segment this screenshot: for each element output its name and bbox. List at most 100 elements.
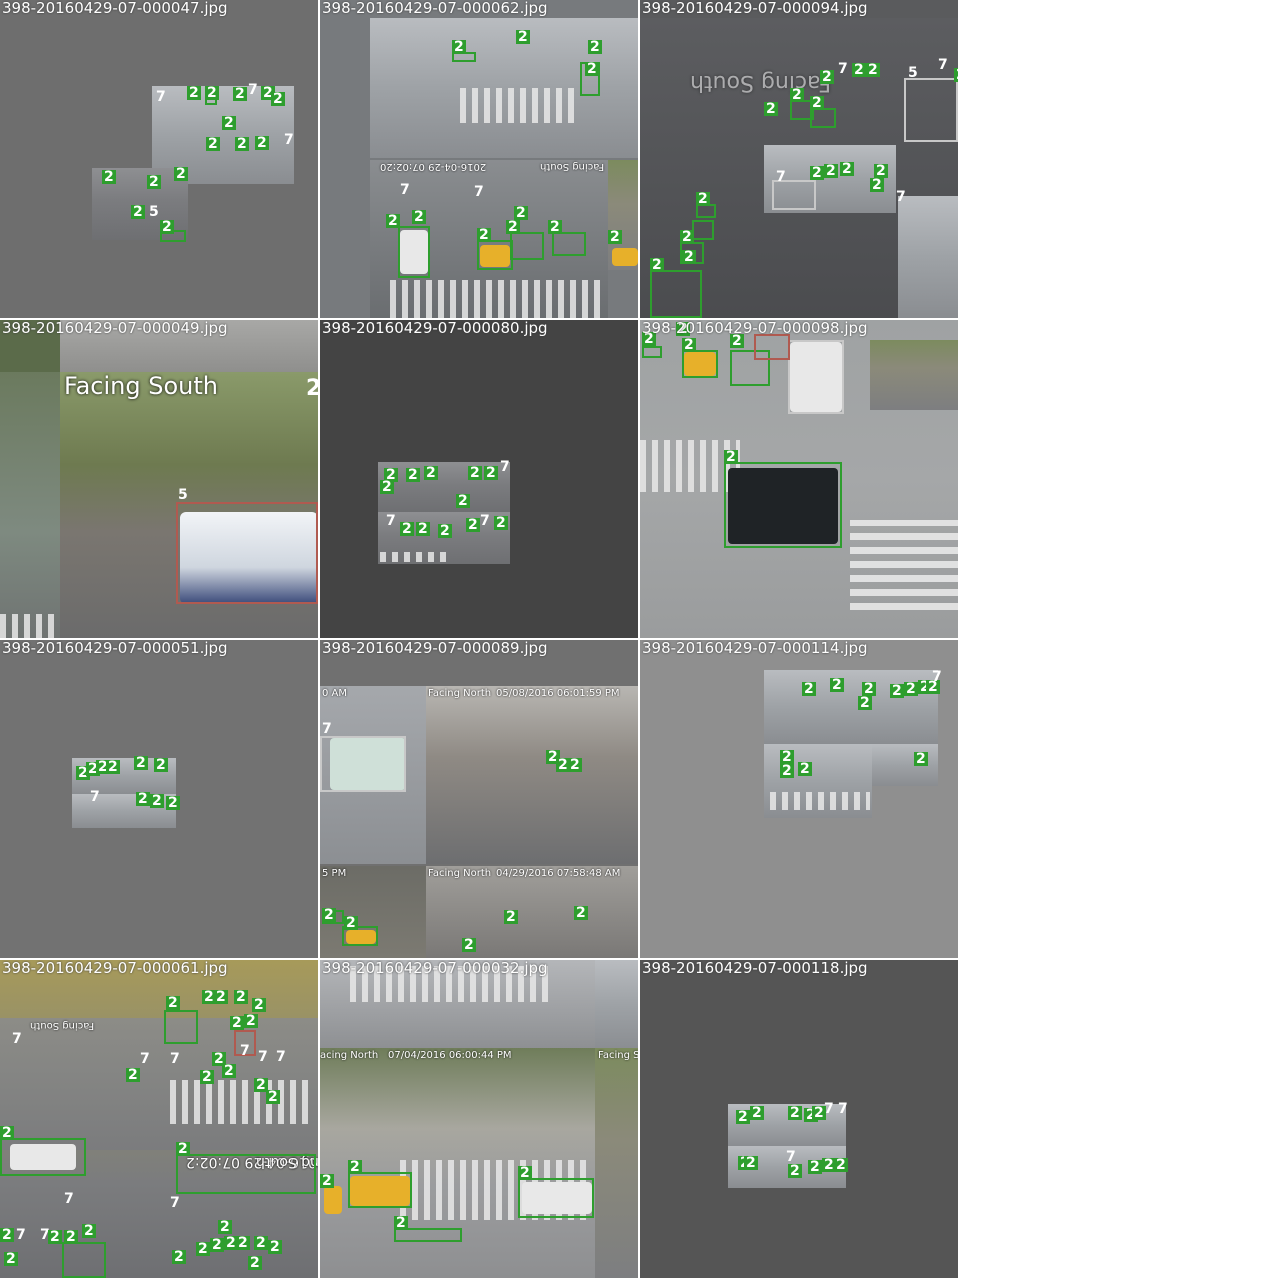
class-label: 2 — [412, 209, 426, 225]
taxi — [612, 248, 638, 266]
class-label: 2 — [322, 907, 336, 923]
camera-heading: Facing North — [428, 868, 492, 879]
crosswalk — [390, 280, 600, 318]
class-label: 7 — [824, 1101, 834, 1117]
class-label: 7 — [896, 189, 906, 205]
class-label: 2 — [236, 1235, 250, 1251]
image-tile[interactable]: 2 2 2 2 2 398-20160429-07-000098.jpg — [640, 320, 958, 638]
class-label: 2 — [650, 257, 664, 273]
tile-filename: 398-20160429-07-000032.jpg — [322, 960, 548, 977]
camera-heading: Facing South — [64, 372, 218, 400]
car — [10, 1144, 76, 1170]
class-label: 2 — [822, 1157, 836, 1173]
class-label: 2 — [890, 683, 904, 699]
crosswalk — [380, 552, 450, 562]
class-label: 2 — [556, 757, 570, 773]
detection-box — [904, 78, 958, 142]
class-label: 2 — [344, 915, 358, 931]
class-label: 2 — [306, 376, 318, 401]
image-tile[interactable]: Facing South 5 7 2 2 7 2 2 2 2 2 7 2 2 2… — [640, 0, 958, 318]
street-scene — [595, 960, 638, 1050]
image-tile[interactable]: 0 AM Facing North 05/08/2016 06:01:59 PM… — [320, 640, 638, 958]
class-label: 2 — [136, 791, 150, 807]
image-tile[interactable]: 2016-04-29 07:02:20 Facing South 2 2 2 2… — [320, 0, 638, 318]
image-tile[interactable]: acing North 07/04/2016 06:00:44 PM Facin… — [320, 960, 638, 1278]
class-label: 2 — [102, 169, 116, 185]
class-label: 2 — [824, 163, 838, 179]
class-label: 2 — [504, 909, 518, 925]
class-label: 2 — [214, 989, 228, 1005]
crosswalk — [350, 966, 550, 1002]
class-label: 2 — [870, 177, 884, 193]
class-label: 2 — [4, 1251, 18, 1267]
class-label: 2 — [588, 39, 602, 55]
class-label: 7 — [322, 721, 332, 737]
class-label: 2 — [750, 1105, 764, 1121]
class-label: 2 — [788, 1105, 802, 1121]
detection-box — [730, 350, 770, 386]
class-label: 2 — [320, 1173, 334, 1189]
class-label: 7 — [474, 184, 484, 200]
class-label: 2 — [386, 213, 400, 229]
class-label: 2 — [394, 1215, 408, 1231]
image-tile[interactable]: 2 2 2 2 2 2 2 2 7 2 2 2 2 398-20160429-0… — [640, 640, 958, 958]
image-tile[interactable]: 2 2 2 2 2 7 7 2 2 7 2 2 2 2 398-20160429… — [640, 960, 958, 1278]
class-label: 2 — [106, 759, 120, 775]
class-label: 2 — [874, 163, 888, 179]
class-label: 2 — [462, 937, 476, 953]
class-label: 2 — [866, 62, 880, 78]
detection-box — [772, 180, 816, 210]
detection-box — [348, 1172, 412, 1208]
detection-box — [342, 926, 378, 946]
detection-box — [692, 220, 714, 240]
class-label: 7 — [386, 513, 396, 529]
class-label: 2 — [514, 205, 528, 221]
class-label: 7 — [932, 669, 942, 685]
class-label: 2 — [235, 136, 249, 152]
class-label: 7 — [284, 132, 294, 148]
class-label: 7 — [400, 182, 410, 198]
image-tile[interactable]: Facing South 2016-04-29 07:02:2 Facing S… — [0, 960, 318, 1278]
class-label: 2 — [416, 521, 430, 537]
class-label: 2 — [862, 681, 876, 697]
tile-filename: 398-20160429-07-000051.jpg — [2, 640, 228, 657]
detection-box — [754, 334, 790, 360]
detection-box — [176, 1154, 316, 1194]
class-label: 2 — [914, 751, 928, 767]
image-tile[interactable]: 2 2 2 2 2 7 7 2 2 2 2 7 2 2 2 2 5 2 398-… — [0, 0, 318, 318]
street-scene — [898, 196, 958, 318]
taxi — [324, 1186, 342, 1214]
class-label: 2 — [808, 1159, 822, 1175]
tile-filename: 398-20160429-07-000080.jpg — [322, 320, 548, 337]
class-label: 2 — [548, 219, 562, 235]
class-label: 2 — [780, 763, 794, 779]
class-label: 2 — [840, 161, 854, 177]
class-label: 2 — [64, 1229, 78, 1245]
class-label: 2 — [506, 219, 520, 235]
class-label: 7 — [786, 1149, 796, 1165]
class-label: 2 — [252, 997, 266, 1013]
class-label: 2 — [456, 493, 470, 509]
class-label: 7 — [276, 1049, 286, 1065]
class-label: 2 — [724, 449, 738, 465]
image-tile[interactable]: Facing South 2 5 398-20160429-07-000049.… — [0, 320, 318, 638]
class-label: 2 — [810, 165, 824, 181]
class-label: 2 — [798, 761, 812, 777]
class-label: 2 — [676, 321, 690, 337]
tile-filename: 398-20160429-07-000089.jpg — [322, 640, 548, 657]
class-label: 7 — [500, 459, 510, 475]
class-label: 2 — [788, 1163, 802, 1179]
class-label: 7 — [140, 1051, 150, 1067]
camera-timestamp: 2016-04-29 07:02:20 — [380, 161, 487, 172]
class-label: 7 — [248, 82, 258, 98]
class-label: 2 — [680, 229, 694, 245]
class-label: 2 — [954, 68, 958, 82]
class-label: 7 — [170, 1051, 180, 1067]
image-tile[interactable]: 2 2 2 2 2 2 7 2 2 2 398-20160429-07-0000… — [0, 640, 318, 958]
class-label: 2 — [196, 1241, 210, 1257]
image-tile[interactable]: 2 2 2 2 2 2 2 7 7 2 2 2 2 7 2 398-201604… — [320, 320, 638, 638]
tile-filename: 398-20160429-07-000049.jpg — [2, 320, 228, 337]
class-label: 2 — [176, 1141, 190, 1157]
detection-box — [682, 350, 718, 378]
crosswalk — [770, 792, 870, 810]
